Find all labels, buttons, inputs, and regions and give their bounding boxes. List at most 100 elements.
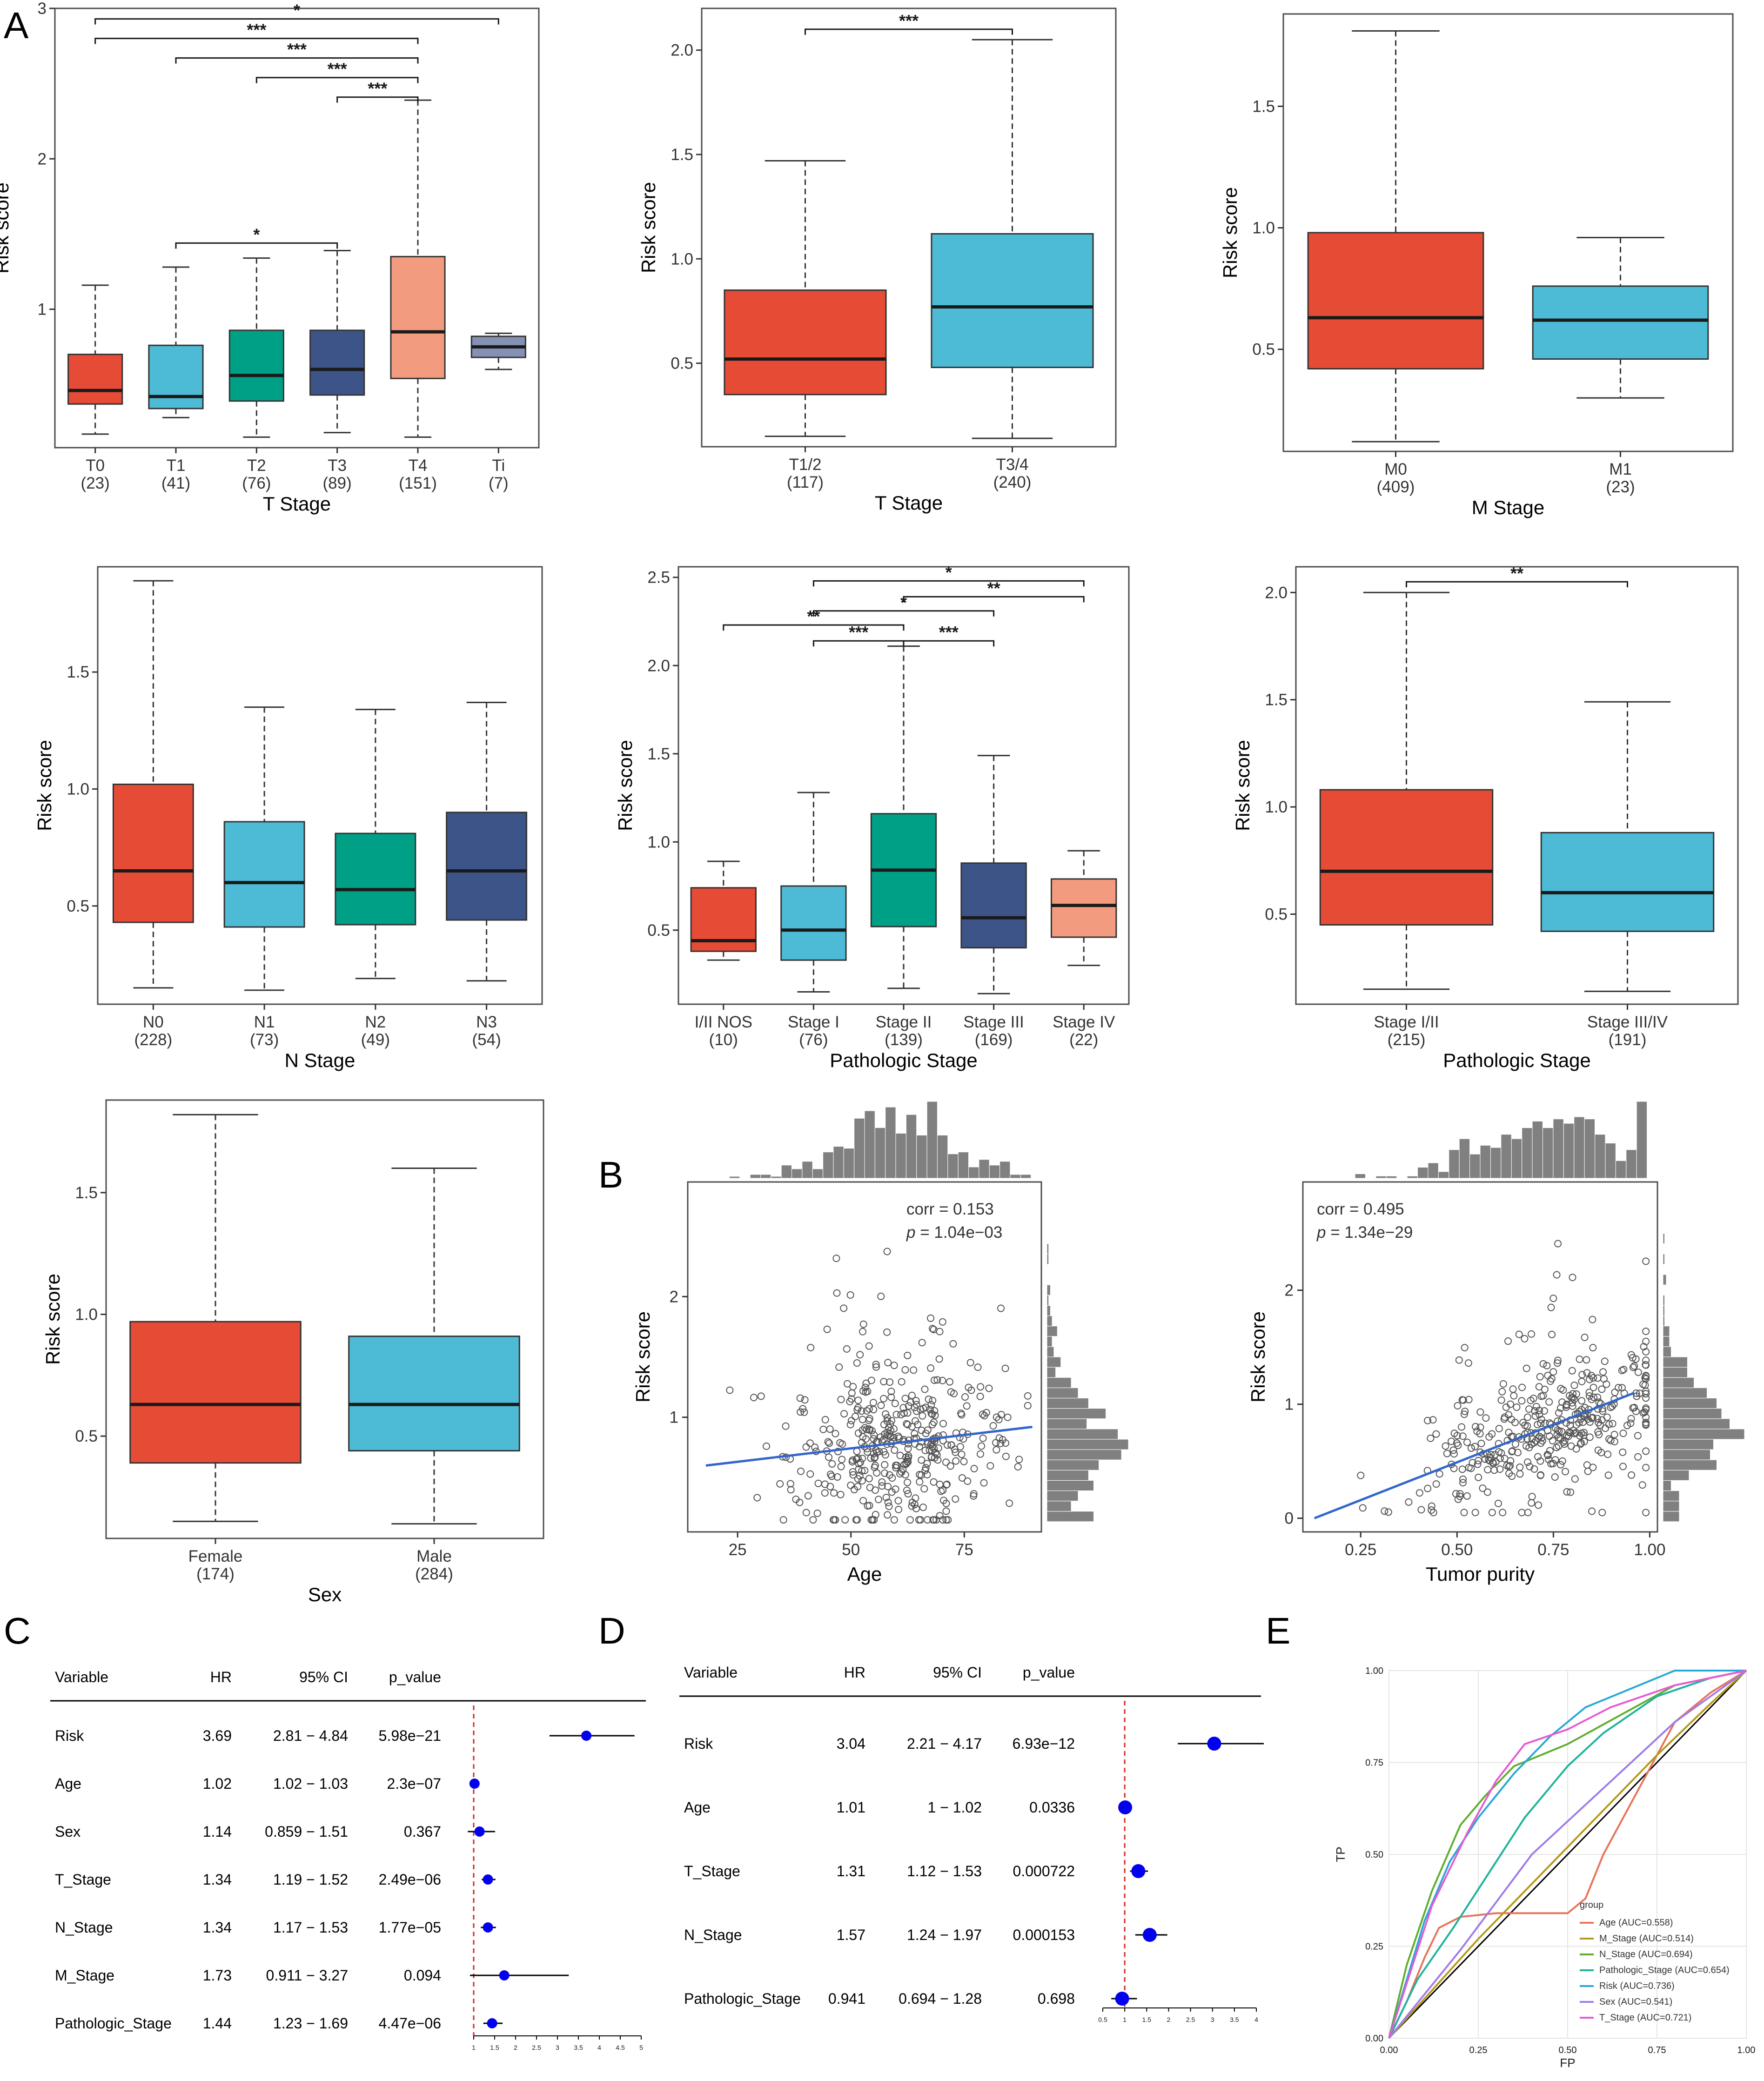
age-point-221	[1014, 1463, 1022, 1470]
purity-point-306	[1630, 1362, 1638, 1370]
age-point-409	[826, 1425, 834, 1433]
tstage-boxplot: 1 2 3 T0(23) T1(41) T2(76) T3(89) T4(151) Ti(7) *…	[0, 0, 540, 515]
age-point-325	[903, 1486, 911, 1494]
uni-row-estimate-1	[469, 1779, 480, 1789]
purity-point-352	[1630, 1403, 1638, 1411]
purity-point-371	[1563, 1488, 1571, 1496]
multi-axis-tick-label-2: 1.5	[1142, 2016, 1152, 2023]
purity-point-247	[1569, 1399, 1576, 1407]
purity-point-61	[1511, 1440, 1519, 1448]
age-top-hist-bar-8	[771, 1176, 782, 1179]
multi-axis-tick-label-4: 2.5	[1186, 2016, 1195, 2023]
nstage-group-n-0: (228)	[134, 1031, 173, 1049]
purity-point-35	[1459, 1475, 1467, 1483]
roc-xtick-label-4: 1.00	[1737, 2045, 1756, 2055]
purity-point-300	[1455, 1356, 1463, 1364]
age-point-383	[881, 1430, 889, 1438]
tstage-group-n-5: (7)	[489, 474, 509, 492]
purity-point-282	[1588, 1507, 1596, 1515]
purity-point-124	[1536, 1410, 1543, 1418]
age-point-106	[858, 1467, 866, 1475]
purity-point-181	[1586, 1418, 1594, 1426]
nstage-boxplot: 0.5 1.0 1.5 N0(228) N1(73) N2(49) N3(54) N Stag…	[34, 566, 543, 1071]
age-point-306	[848, 1458, 856, 1466]
purity-point-378	[1507, 1457, 1515, 1465]
age-point-28	[840, 1304, 848, 1312]
age-top-hist-bar-10	[791, 1168, 803, 1179]
age-point-246	[904, 1478, 912, 1486]
age-point-268	[921, 1447, 929, 1455]
purity-side-hist-bar-3	[1663, 1490, 1680, 1502]
sex-xtick-label-1: Male	[416, 1547, 452, 1565]
purity-point-364	[1595, 1419, 1603, 1427]
age-point-288	[853, 1406, 861, 1414]
age-point-155	[923, 1471, 931, 1479]
tstage-bracket-label-4: ***	[368, 79, 387, 98]
purity-point-325	[1459, 1479, 1467, 1487]
purity-point-377	[1518, 1383, 1526, 1391]
purity-point-201	[1521, 1335, 1529, 1343]
age-point-128	[859, 1328, 867, 1336]
roc-curve-6	[1388, 1670, 1747, 2039]
purity-point-351	[1597, 1449, 1605, 1457]
tstage-bracket-0	[94, 18, 499, 25]
purity-point-195	[1556, 1404, 1564, 1412]
age-point-15	[930, 1376, 938, 1384]
purity-point-370	[1450, 1430, 1458, 1437]
roc-legend-label-5: Sex (AUC=0.541)	[1599, 1997, 1672, 2007]
age-point-386	[763, 1442, 771, 1450]
age-point-308	[865, 1342, 873, 1350]
tstage-box-2	[228, 329, 284, 402]
purity-point-322	[1463, 1492, 1471, 1500]
age-point-237	[905, 1402, 912, 1410]
panel-letter-a: A	[4, 5, 29, 46]
age-point-116	[896, 1451, 904, 1459]
age-point-63	[841, 1516, 849, 1524]
age-point-195	[804, 1492, 812, 1500]
purity-point-207	[1570, 1381, 1578, 1389]
purity-point-251	[1525, 1405, 1533, 1413]
uni-row-hr-3: 1.34	[203, 1871, 232, 1888]
age-side-hist-bar-5	[1046, 1470, 1089, 1481]
purity-point-153	[1549, 1437, 1556, 1444]
pstage-group-n-0: (10)	[709, 1031, 738, 1049]
purity-point-260	[1607, 1403, 1615, 1411]
purity-point-356	[1598, 1509, 1606, 1517]
purity-point-236	[1472, 1423, 1480, 1430]
purity-ylabel: Risk score	[1247, 1311, 1269, 1403]
purity-point-32	[1484, 1466, 1492, 1474]
age-side-hist-bar-27	[1046, 1243, 1049, 1255]
age-point-86	[847, 1416, 855, 1424]
age-point-253	[939, 1376, 946, 1384]
purity-side-hist-bar-19	[1663, 1326, 1670, 1337]
purity-top-hist-bar-21	[1522, 1128, 1533, 1179]
age-point-354	[958, 1474, 966, 1482]
pstage2-ytick-label-2: 1.5	[1265, 691, 1288, 709]
nstage-xlabel: N Stage	[285, 1049, 355, 1071]
age-point-218	[882, 1410, 890, 1418]
age-point-373	[920, 1485, 928, 1493]
uni-row-hr-5: 1.73	[203, 1967, 232, 1984]
purity-point-379	[1620, 1365, 1628, 1373]
age-point-134	[882, 1493, 890, 1501]
pstage-xlabel: Pathologic Stage	[830, 1049, 978, 1071]
age-point-32	[861, 1383, 869, 1391]
pstage-bracket-0	[812, 580, 1085, 587]
age-top-hist-bar-12	[812, 1168, 824, 1179]
purity-top-hist-bar-27	[1584, 1119, 1596, 1179]
age-point-248	[970, 1492, 978, 1500]
age-top-hist-bar-25	[947, 1154, 959, 1179]
uni-row-var-4: N_Stage	[55, 1919, 113, 1936]
age-point-389	[1015, 1456, 1023, 1463]
age-point-316	[813, 1509, 821, 1517]
age-point-133	[927, 1364, 935, 1372]
purity-point-6	[1461, 1407, 1469, 1415]
age-point-414	[797, 1467, 805, 1475]
purity-side-hist-bar-6	[1663, 1459, 1717, 1470]
multi-axis-tick-label-0: 0.5	[1098, 2016, 1107, 2023]
purity-point-237	[1562, 1403, 1570, 1411]
age-point-108	[929, 1516, 937, 1524]
purity-point-365	[1465, 1463, 1473, 1471]
purity-point-9	[1450, 1450, 1458, 1458]
age-point-216	[806, 1470, 814, 1478]
